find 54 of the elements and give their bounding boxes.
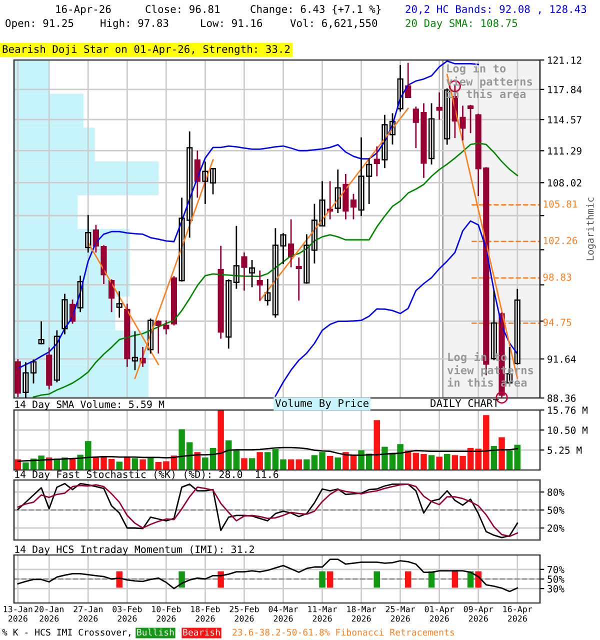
ref-line-label: 98.83: [543, 273, 572, 281]
ref-line-label: 94.75: [543, 318, 572, 326]
chart-title: 14 Day SMA Volume: 5.59 M: [15, 400, 164, 410]
text: DAILY CHART: [430, 399, 499, 408]
x-tick-label: 16-Apr 2026: [503, 606, 532, 622]
text: Open: 91.25: [6, 19, 74, 30]
ref-line-label: 102.26: [544, 236, 578, 244]
x-tick-label: 09-Apr 2026: [464, 606, 494, 622]
y-tick-label: 15.76 M: [548, 406, 588, 414]
y-tick-label: 114.57: [548, 116, 582, 124]
y-tick-label: 70%: [548, 566, 564, 574]
text: Change: 6.43 {+7.1 %}: [250, 4, 381, 16]
x-tick-label: 25-Feb 2026: [230, 606, 259, 622]
text: 20,2 HC Bands: 92.08 , 128.43: [406, 4, 586, 14]
x-tick-label: 04-Mar 2026: [268, 606, 298, 622]
x-tick-label: 03-Feb 2026: [112, 606, 142, 622]
y-tick-label: 108.02: [548, 179, 582, 187]
x-tick-label: 13-Jan 2026: [4, 606, 32, 622]
x-tick-label: 01-Apr 2026: [424, 606, 454, 622]
x-tick-label: 18-Feb 2026: [191, 606, 220, 622]
text: Vol: 6,621,550: [290, 18, 378, 28]
y-tick-label: 50%: [548, 506, 564, 514]
y-tick-label: 5.25 M: [548, 446, 582, 454]
y-tick-label: 117.84: [548, 86, 582, 94]
chart-title: 14 Day HCS Intraday Momentum (IMI): 31.2: [15, 545, 254, 555]
y-tick-label: 80%: [548, 488, 564, 496]
x-tick-label: 18-Mar 2026: [347, 606, 376, 622]
text: Low: 91.16: [201, 19, 262, 28]
x-tick-label: 25-Mar 2026: [386, 606, 416, 622]
ref-line-label: 105.81: [544, 200, 578, 208]
x-tick-label: 10-Feb 2026: [152, 606, 181, 622]
text: High: 97.83: [100, 18, 168, 30]
y-axis-title: Logarithmic: [586, 198, 596, 260]
y-tick-label: 10.50 M: [548, 426, 588, 434]
text: 16-Apr-26: [56, 5, 111, 16]
x-tick-label: 11-Mar 2026: [308, 606, 337, 622]
text: Close: 96.81: [146, 4, 220, 14]
text: 20 Day SMA: 108.75: [406, 19, 518, 30]
y-tick-label: 50%: [548, 576, 564, 583]
text: Bullish: [137, 628, 174, 636]
chart-title: 14 Day Fast Stochastic (%K) (%D): 28.0 11.6: [15, 470, 278, 480]
legend-title: % K - HCS IMI Crossover,: [2, 628, 130, 637]
text: Bearish Doji Star on 01-Apr-26, Strength: 33.2: [2, 44, 290, 56]
x-tick-label: 20-Jan 2026: [34, 606, 64, 622]
y-tick-label: 20%: [548, 524, 564, 532]
text: Volume By Price: [275, 398, 368, 410]
y-tick-label: 91.64: [548, 355, 576, 363]
y-tick-label: 121.12: [548, 56, 582, 64]
y-tick-label: 88.36: [548, 394, 576, 402]
y-tick-label: 30%: [548, 585, 564, 592]
text: Bearish: [183, 628, 220, 636]
y-tick-label: 111.29: [548, 147, 582, 155]
text: 23.6-38.2-50-61.8% Fibonacci Retracements: [232, 628, 454, 636]
x-tick-label: 27-Jan 2026: [74, 606, 102, 622]
